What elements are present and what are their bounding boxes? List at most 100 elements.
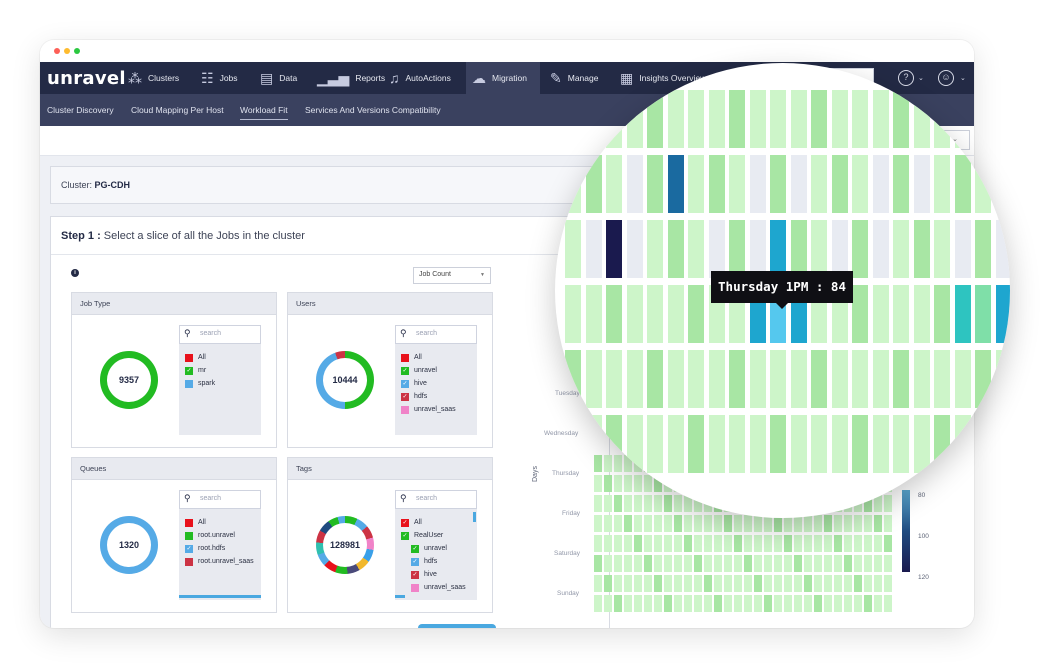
heatmap-cell[interactable] — [565, 350, 581, 408]
heatmap-cell[interactable] — [708, 350, 725, 408]
legend-item[interactable]: ✓ root.hdfs — [179, 542, 261, 555]
heatmap-cell[interactable] — [804, 575, 812, 592]
heatmap-cell[interactable] — [594, 475, 602, 492]
chevron-down-icon[interactable]: ⌄ — [918, 75, 924, 82]
heatmap-cell[interactable] — [664, 575, 672, 592]
heatmap-cell[interactable] — [626, 155, 643, 213]
heatmap-cell[interactable] — [811, 90, 827, 148]
heatmap-cell[interactable] — [852, 285, 868, 343]
heatmap-cell[interactable] — [634, 575, 642, 592]
heatmap-cell[interactable] — [647, 350, 663, 408]
heatmap-cell[interactable] — [893, 155, 909, 213]
heatmap-cell[interactable] — [770, 220, 786, 278]
heatmap-cell[interactable] — [893, 220, 909, 278]
heatmap-cell[interactable] — [844, 575, 852, 592]
heatmap-cell[interactable] — [954, 350, 971, 408]
heatmap-cell[interactable] — [954, 285, 971, 343]
nav-item-autoactions[interactable]: ♫ AutoActions — [385, 62, 455, 94]
heatmap-cell[interactable] — [824, 535, 832, 552]
job-type-donut[interactable]: 9357 — [100, 351, 158, 409]
heatmap-cell[interactable] — [872, 285, 889, 343]
legend-item[interactable]: root.unravel — [179, 529, 261, 542]
legend-swatch[interactable] — [185, 353, 193, 362]
heatmap-cell[interactable] — [729, 350, 745, 408]
heatmap-cell[interactable] — [614, 475, 622, 492]
legend-search-input[interactable]: ⚲ search — [179, 325, 261, 344]
heatmap-cell[interactable] — [954, 90, 971, 148]
heatmap-cell[interactable] — [704, 595, 712, 612]
heatmap-cell[interactable] — [749, 220, 766, 278]
heatmap-cell[interactable] — [667, 90, 684, 148]
heatmap-cell[interactable] — [884, 595, 892, 612]
heatmap-cell[interactable] — [594, 575, 602, 592]
heatmap-cell[interactable] — [794, 575, 802, 592]
users-donut[interactable]: 10444 — [316, 351, 374, 409]
heatmap-cell[interactable] — [604, 535, 612, 552]
heatmap-cell[interactable] — [604, 595, 612, 612]
heatmap-cell[interactable] — [714, 555, 722, 572]
heatmap-cell[interactable] — [995, 155, 1010, 213]
heatmap-cell[interactable] — [674, 575, 682, 592]
heatmap-cell[interactable] — [664, 515, 672, 532]
heatmap-cell[interactable] — [824, 515, 832, 532]
heatmap-cell[interactable] — [565, 155, 581, 213]
heatmap-cell[interactable] — [814, 595, 822, 612]
heatmap-cell[interactable] — [684, 535, 692, 552]
heatmap-cell[interactable] — [884, 535, 892, 552]
legend-search-input[interactable]: ⚲ search — [395, 325, 477, 344]
check-icon[interactable]: ✓ — [411, 570, 419, 579]
heatmap-cell[interactable] — [774, 535, 782, 552]
heatmap-cell[interactable] — [811, 415, 827, 473]
heatmap-cell[interactable] — [884, 495, 892, 512]
heatmap-cell[interactable] — [754, 515, 762, 532]
heatmap-cell[interactable] — [794, 535, 802, 552]
heatmap-cell[interactable] — [804, 595, 812, 612]
heatmap-cell[interactable] — [995, 220, 1010, 278]
heatmap-cell[interactable] — [594, 495, 602, 512]
heatmap-cell[interactable] — [606, 220, 622, 278]
heatmap-cell[interactable] — [644, 495, 652, 512]
heatmap-cell[interactable] — [814, 555, 822, 572]
heatmap-cell[interactable] — [794, 515, 802, 532]
check-icon[interactable]: ✓ — [185, 544, 193, 553]
heatmap-cell[interactable] — [688, 350, 704, 408]
heatmap-cell[interactable] — [644, 535, 652, 552]
heatmap-cell[interactable] — [654, 555, 662, 572]
heatmap-cell[interactable] — [688, 90, 704, 148]
heatmap-cell[interactable] — [784, 555, 792, 572]
heatmap-cell[interactable] — [764, 595, 772, 612]
heatmap-cell[interactable] — [749, 350, 766, 408]
heatmap-cell[interactable] — [684, 495, 692, 512]
legend-item[interactable]: unravel_saas — [395, 581, 477, 594]
heatmap-cell[interactable] — [864, 555, 872, 572]
heatmap-cell[interactable] — [794, 595, 802, 612]
heatmap-cell[interactable] — [724, 595, 732, 612]
heatmap-cell[interactable] — [844, 515, 852, 532]
heatmap-cell[interactable] — [654, 475, 662, 492]
heatmap-cell[interactable] — [688, 285, 704, 343]
heatmap-cell[interactable] — [934, 220, 950, 278]
heatmap-cell[interactable] — [770, 155, 786, 213]
heatmap-cell[interactable] — [708, 220, 725, 278]
nav-item-manage[interactable]: ✎ Manage — [546, 62, 602, 94]
heatmap-cell[interactable] — [872, 155, 889, 213]
heatmap-cell[interactable] — [614, 595, 622, 612]
heatmap-cell[interactable] — [824, 575, 832, 592]
heatmap-cell[interactable] — [934, 350, 950, 408]
heatmap-cell[interactable] — [606, 285, 622, 343]
heatmap-cell[interactable] — [654, 535, 662, 552]
heatmap-cell[interactable] — [684, 575, 692, 592]
legend-search-input[interactable]: ⚲ search — [395, 490, 477, 509]
legend-swatch[interactable] — [401, 353, 409, 362]
heatmap-cell[interactable] — [975, 220, 991, 278]
heatmap-cell[interactable] — [975, 350, 991, 408]
heatmap-cell[interactable] — [913, 220, 930, 278]
heatmap-cell[interactable] — [729, 415, 745, 473]
heatmap-cell[interactable] — [913, 415, 930, 473]
heatmap-cell[interactable] — [864, 575, 872, 592]
heatmap-cell[interactable] — [704, 555, 712, 572]
heatmap-cell[interactable] — [814, 535, 822, 552]
heatmap-cell[interactable] — [606, 415, 622, 473]
heatmap-cell[interactable] — [647, 155, 663, 213]
unravel-logo[interactable]: unravel — [47, 68, 126, 89]
